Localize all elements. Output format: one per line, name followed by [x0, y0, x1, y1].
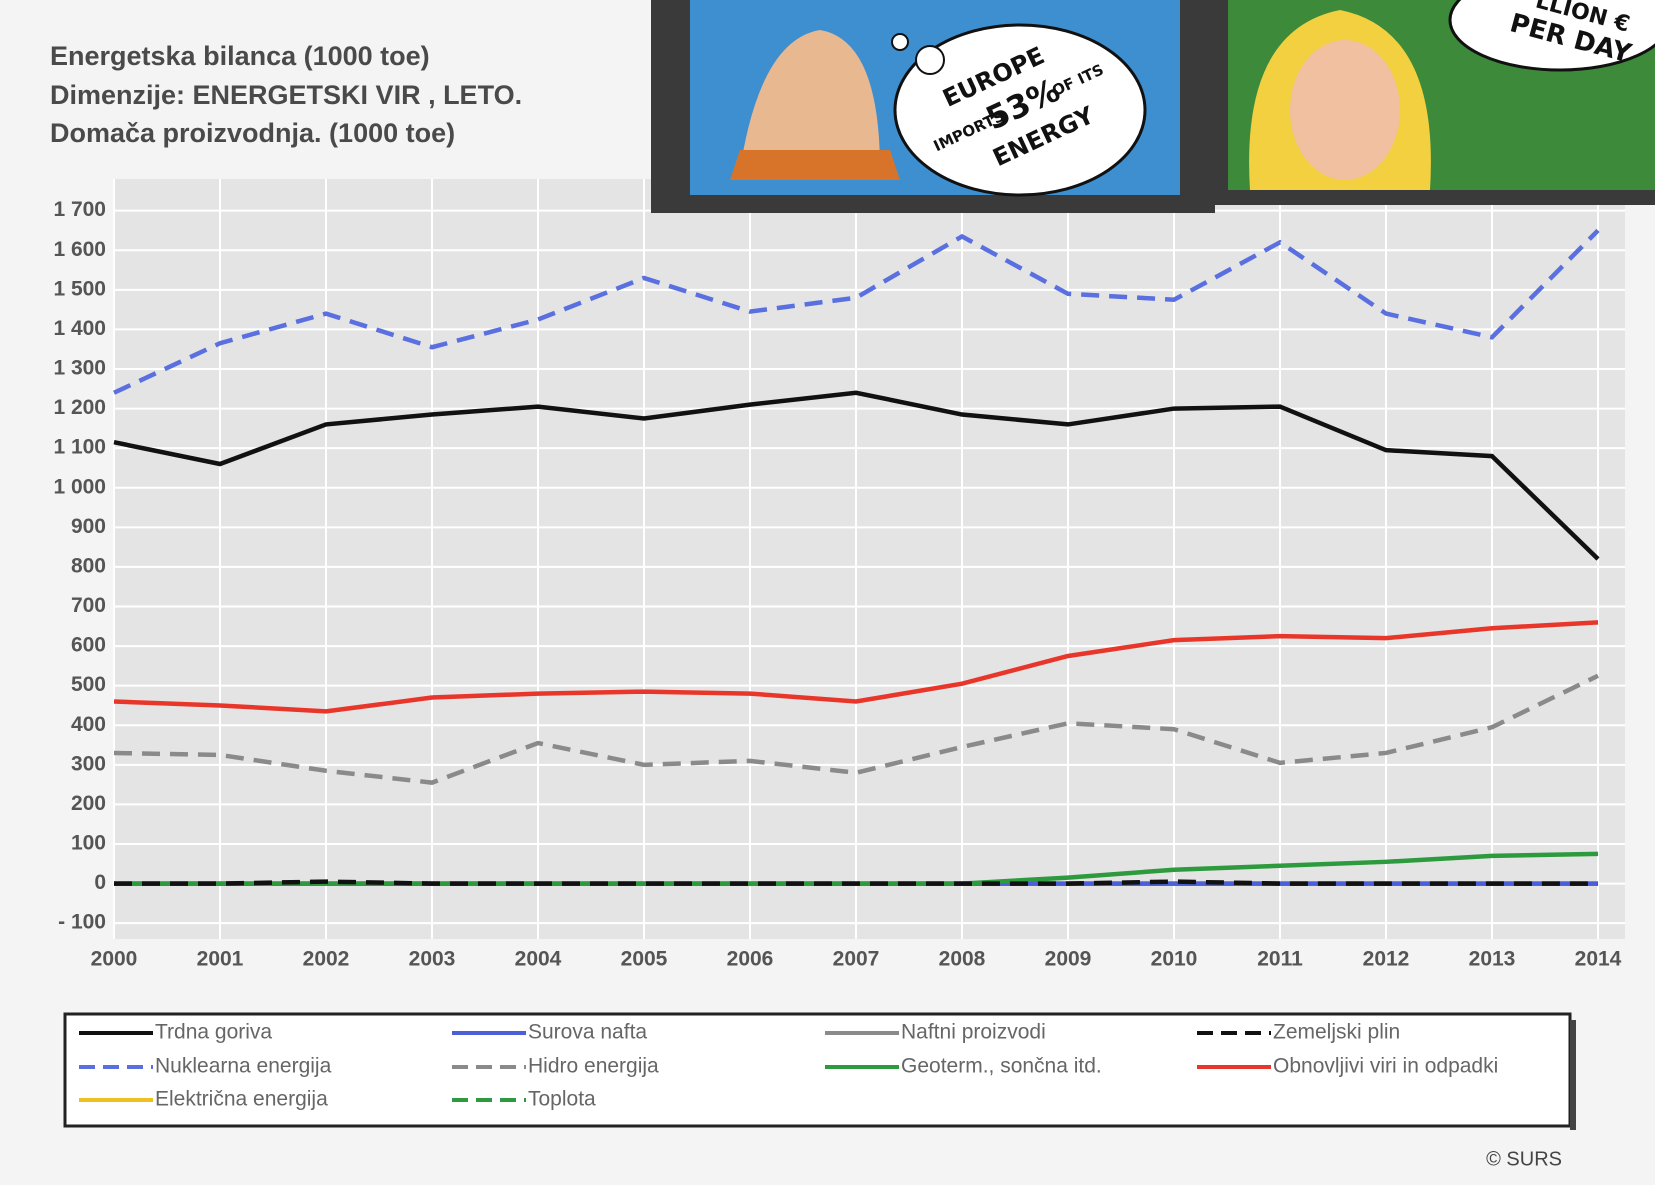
y-tick-label: 1 400: [53, 317, 106, 340]
legend-items: Trdna goriva Surova nafta Naftni proizvodi…: [79, 1021, 1498, 1111]
y-tick-label: 1 200: [53, 396, 106, 419]
y-tick-label: - 100: [58, 911, 106, 934]
y-tick-label: 600: [71, 634, 106, 657]
legend: [63, 1012, 1572, 1128]
y-tick-label: 1 300: [53, 357, 106, 380]
x-tick-label: 2004: [515, 948, 562, 971]
chart-subtitle: Dimenzije: ENERGETSKI VIR , LETO.: [50, 80, 522, 110]
y-tick-label: 1 100: [53, 436, 106, 459]
x-tick-label: 2007: [833, 948, 880, 971]
series-line: [113, 228, 1600, 395]
grid: [113, 179, 1625, 939]
legend-label: Električna energija: [155, 1088, 328, 1111]
y-tick-label: 1 700: [53, 198, 106, 221]
bubble-dot: [891, 33, 909, 51]
y-tick-label: 100: [71, 832, 106, 855]
legend-label: Surova nafta: [528, 1021, 647, 1044]
legend-label: Hidro energija: [528, 1055, 659, 1078]
comic-overlay: EUROPE IMPORTS 53% OF ITS ENERGY LLION €…: [651, 0, 1655, 213]
x-tick-label: 2005: [621, 948, 668, 971]
legend-label: Trdna goriva: [155, 1021, 272, 1044]
chart-subtitle: Domača proizvodnja. (1000 toe): [50, 118, 455, 148]
legend-label: Naftni proizvodi: [901, 1021, 1046, 1044]
x-tick-label: 2006: [727, 948, 774, 971]
legend-shadow: [1570, 1020, 1576, 1130]
y-tick-label: 500: [71, 673, 106, 696]
legend-label: Nuklearna energija: [155, 1055, 332, 1078]
comic-figure: [740, 30, 880, 170]
y-tick-label: 0: [94, 871, 106, 894]
chart-title: Energetska bilanca (1000 toe): [50, 41, 430, 71]
x-tick-label: 2003: [409, 948, 456, 971]
y-tick-label: 1 000: [53, 475, 106, 498]
comic-figure: [1290, 40, 1400, 180]
x-tick-label: 2002: [303, 948, 350, 971]
legend-label: Zemeljski plin: [1273, 1021, 1400, 1044]
y-tick-label: 700: [71, 594, 106, 617]
legend-label: Geoterm., sončna itd.: [901, 1055, 1102, 1078]
y-tick-label: 200: [71, 792, 106, 815]
y-tick-label: 900: [71, 515, 106, 538]
comic-figure: [730, 150, 900, 180]
x-tick-label: 2009: [1045, 948, 1092, 971]
x-tick-label: 2014: [1575, 948, 1622, 971]
series-line: [113, 390, 1600, 561]
bubble-dot: [915, 45, 945, 75]
x-tick-label: 2008: [939, 948, 986, 971]
speech-bubble: [893, 23, 1147, 197]
x-tick-label: 2010: [1151, 948, 1198, 971]
x-tick-label: 2001: [197, 948, 244, 971]
plot-area: [114, 179, 1625, 939]
source: © SURS: [1486, 1148, 1562, 1170]
x-tick-label: 2013: [1469, 948, 1516, 971]
y-tick-label: 300: [71, 752, 106, 775]
speech-bubble: [1448, 0, 1655, 72]
y-tick-label: 400: [71, 713, 106, 736]
legend-label: Toplota: [528, 1088, 596, 1111]
x-tick-label: 2011: [1257, 948, 1303, 971]
series-line: [114, 879, 1598, 886]
lines: [113, 228, 1600, 886]
x-tick-label: 2000: [91, 948, 138, 971]
y-tick-label: 1 600: [53, 238, 106, 261]
series-line: [113, 673, 1599, 785]
legend-label: Obnovljivi viri in odpadki: [1273, 1055, 1498, 1078]
series-line: [113, 620, 1599, 714]
x-tick-label: 2012: [1363, 948, 1410, 971]
y-tick-label: 800: [71, 554, 106, 577]
y-tick-label: 1 500: [53, 277, 106, 300]
